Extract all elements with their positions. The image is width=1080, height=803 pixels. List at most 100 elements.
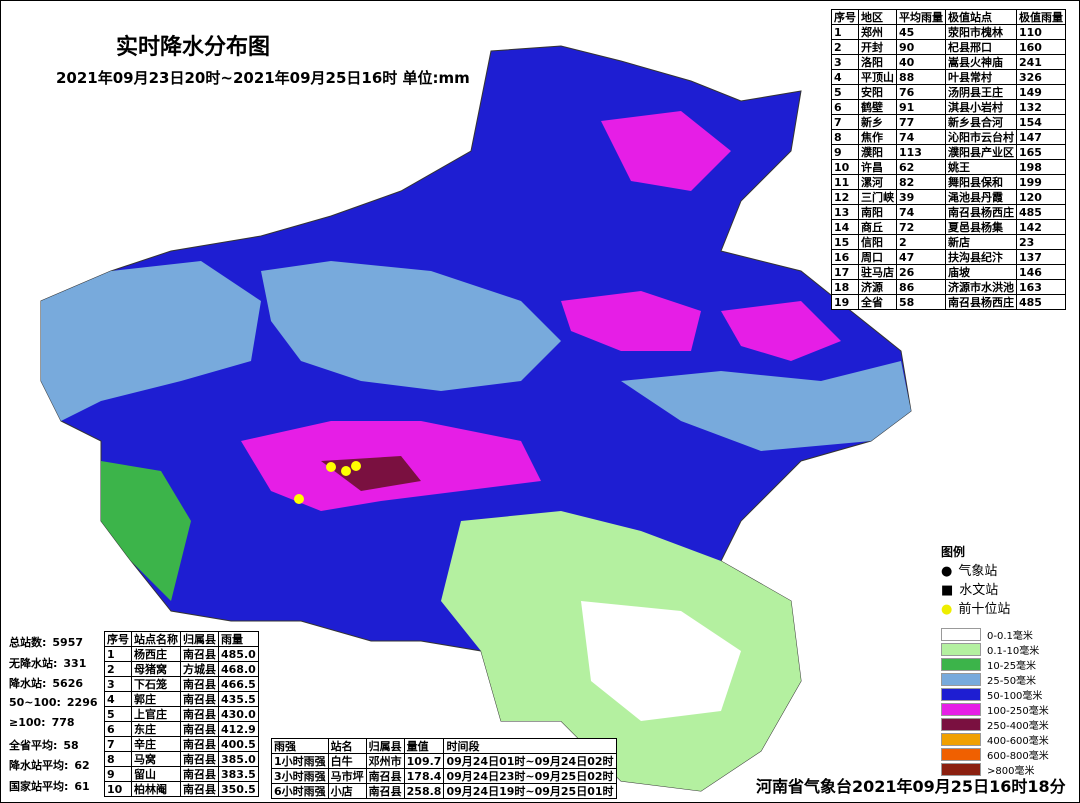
rain-zone bbox=[581, 601, 741, 721]
cell: 方城县 bbox=[180, 661, 219, 677]
cell: 新乡县合河 bbox=[945, 114, 1017, 130]
cell: 485 bbox=[1016, 204, 1066, 220]
cell: 14 bbox=[831, 219, 859, 235]
cell: 109.7 bbox=[403, 753, 445, 769]
cell: 南召县 bbox=[180, 646, 219, 662]
cell: 杞县邢口 bbox=[945, 39, 1017, 55]
cell: 9 bbox=[104, 766, 132, 782]
cell: 147 bbox=[1016, 129, 1066, 145]
row: 7 辛庄 南召县 400.5 bbox=[104, 736, 259, 752]
legend-level: 25-50毫米 bbox=[941, 672, 1076, 687]
legend-level: 100-250毫米 bbox=[941, 702, 1076, 717]
legend-symbol: ■ 水文站 bbox=[941, 579, 1076, 598]
cell: 74 bbox=[896, 129, 946, 145]
cell: 驻马店 bbox=[858, 264, 897, 280]
cell: 济源 bbox=[858, 279, 897, 295]
cell: 8 bbox=[104, 751, 132, 767]
cell: 南召县 bbox=[365, 783, 405, 799]
row: 3小时雨强 马市坪 南召县 178.4 09月24日23时~09月25日02时 bbox=[271, 768, 617, 784]
data-table: 序号 地区 平均雨量 极值站点 极值雨量 1 郑州 45 荥阳市槐林 110 2 开封 90 杞县邢口 16… bbox=[831, 9, 1066, 310]
cell: 4 bbox=[831, 69, 859, 85]
row: 8 焦作 74 沁阳市云台村 147 bbox=[831, 129, 1066, 145]
stat-label: 降水站平均: bbox=[9, 759, 69, 772]
cell: 2 bbox=[831, 39, 859, 55]
cell: 1 bbox=[104, 646, 132, 662]
cell: 扶沟县纪汴 bbox=[945, 249, 1017, 265]
stat-label: 降水站: bbox=[9, 677, 47, 690]
cell: 241 bbox=[1016, 54, 1066, 70]
cell: 荥阳市槐林 bbox=[945, 24, 1017, 40]
cell: 3 bbox=[104, 676, 132, 692]
legend-label: 0-0.1毫米 bbox=[987, 631, 1033, 642]
cell: 南召县杨西庄 bbox=[945, 294, 1017, 310]
stat-row: 全省平均: 58 bbox=[9, 737, 104, 758]
row: 2 开封 90 杞县邢口 160 bbox=[831, 39, 1066, 55]
cell: 19 bbox=[831, 294, 859, 310]
cell: 濮阳县产业区 bbox=[945, 144, 1017, 160]
cell: 383.5 bbox=[218, 766, 259, 782]
symbol-icon: ■ bbox=[941, 583, 954, 598]
top-station bbox=[326, 462, 336, 472]
cell: 郭庄 bbox=[131, 691, 181, 707]
legend-label: 前十位站 bbox=[958, 602, 1011, 617]
cell: 嵩县火神庙 bbox=[945, 54, 1017, 70]
data-table: 序号 站点名称 归属县 雨量 1 杨西庄 南召县 485.0 2 母猪窝 方城县 468.0 3 下石笼南… bbox=[104, 631, 259, 797]
cell: 485.0 bbox=[218, 646, 259, 662]
cell: 09月24日23时~09月25日02时 bbox=[443, 768, 617, 784]
legend-label: 600-800毫米 bbox=[987, 751, 1049, 762]
cell: 南阳 bbox=[858, 204, 897, 220]
cell: 夏邑县杨集 bbox=[945, 219, 1017, 235]
cell: 辛庄 bbox=[131, 736, 181, 752]
cell: 马窝 bbox=[131, 751, 181, 767]
cell: 7 bbox=[104, 736, 132, 752]
legend-level: >800毫米 bbox=[941, 762, 1076, 777]
cell: 南召县 bbox=[180, 736, 219, 752]
subtitle: 2021年09月23日20时~2021年09月25日16时 单位:mm bbox=[56, 69, 470, 87]
rain-zone bbox=[321, 456, 421, 491]
header-cell: 雨量 bbox=[218, 631, 259, 647]
legend-symbol: ● 前十位站 bbox=[941, 598, 1076, 617]
header-cell: 归属县 bbox=[180, 631, 219, 647]
title: 实时降水分布图 bbox=[116, 35, 271, 60]
cell: 1小时雨强 bbox=[271, 753, 329, 769]
cell: 母猪窝 bbox=[131, 661, 181, 677]
cell: 76 bbox=[896, 84, 946, 100]
header-cell: 时间段 bbox=[443, 738, 617, 754]
legend-level: 0-0.1毫米 bbox=[941, 627, 1076, 642]
stat-value: 61 bbox=[74, 779, 90, 793]
header-row: 序号 站点名称 归属县 雨量 bbox=[104, 631, 259, 647]
legend-level: 0.1-10毫米 bbox=[941, 642, 1076, 657]
top-station bbox=[341, 466, 351, 476]
row: 11 漯河 82 舞阳县保和 199 bbox=[831, 174, 1066, 190]
cell: 74 bbox=[896, 204, 946, 220]
cell: 82 bbox=[896, 174, 946, 190]
cell: 东庄 bbox=[131, 721, 181, 737]
row: 6小时雨强 小店 南召县 258.8 09月24日19时~09月25日01时 bbox=[271, 783, 617, 799]
cell: 58 bbox=[896, 294, 946, 310]
cell: 3小时雨强 bbox=[271, 768, 329, 784]
cell: 435.5 bbox=[218, 691, 259, 707]
stat-value: 2296 bbox=[66, 695, 98, 709]
header-cell: 极值站点 bbox=[945, 9, 1017, 25]
row: 5 上官庄 南召县 430.0 bbox=[104, 706, 259, 722]
cell: 430.0 bbox=[218, 706, 259, 722]
cell: 350.5 bbox=[218, 781, 259, 797]
stat-value: 62 bbox=[74, 759, 90, 772]
cell: 86 bbox=[896, 279, 946, 295]
cell: 安阳 bbox=[858, 84, 897, 100]
cell: 叶县常村 bbox=[945, 69, 1017, 85]
stat-label: 无降水站: bbox=[9, 656, 58, 670]
cell: 南召县杨西庄 bbox=[945, 204, 1017, 220]
stat-row: 降水站平均: 62 bbox=[9, 757, 104, 778]
cell: 11 bbox=[831, 174, 859, 190]
cell: 17 bbox=[831, 264, 859, 280]
cell: 1 bbox=[831, 24, 859, 40]
legend-label: 气象站 bbox=[958, 564, 998, 579]
row: 1小时雨强 白牛 邓州市 109.7 09月24日01时~09月24日02时 bbox=[271, 753, 617, 769]
cell: 137 bbox=[1016, 249, 1066, 265]
legend-label: 水文站 bbox=[959, 583, 999, 598]
symbol-icon: ● bbox=[941, 564, 953, 579]
row: 10 许昌 62 姚王 198 bbox=[831, 159, 1066, 175]
cell: 三门峡 bbox=[858, 189, 897, 205]
legend-swatch bbox=[941, 733, 981, 746]
